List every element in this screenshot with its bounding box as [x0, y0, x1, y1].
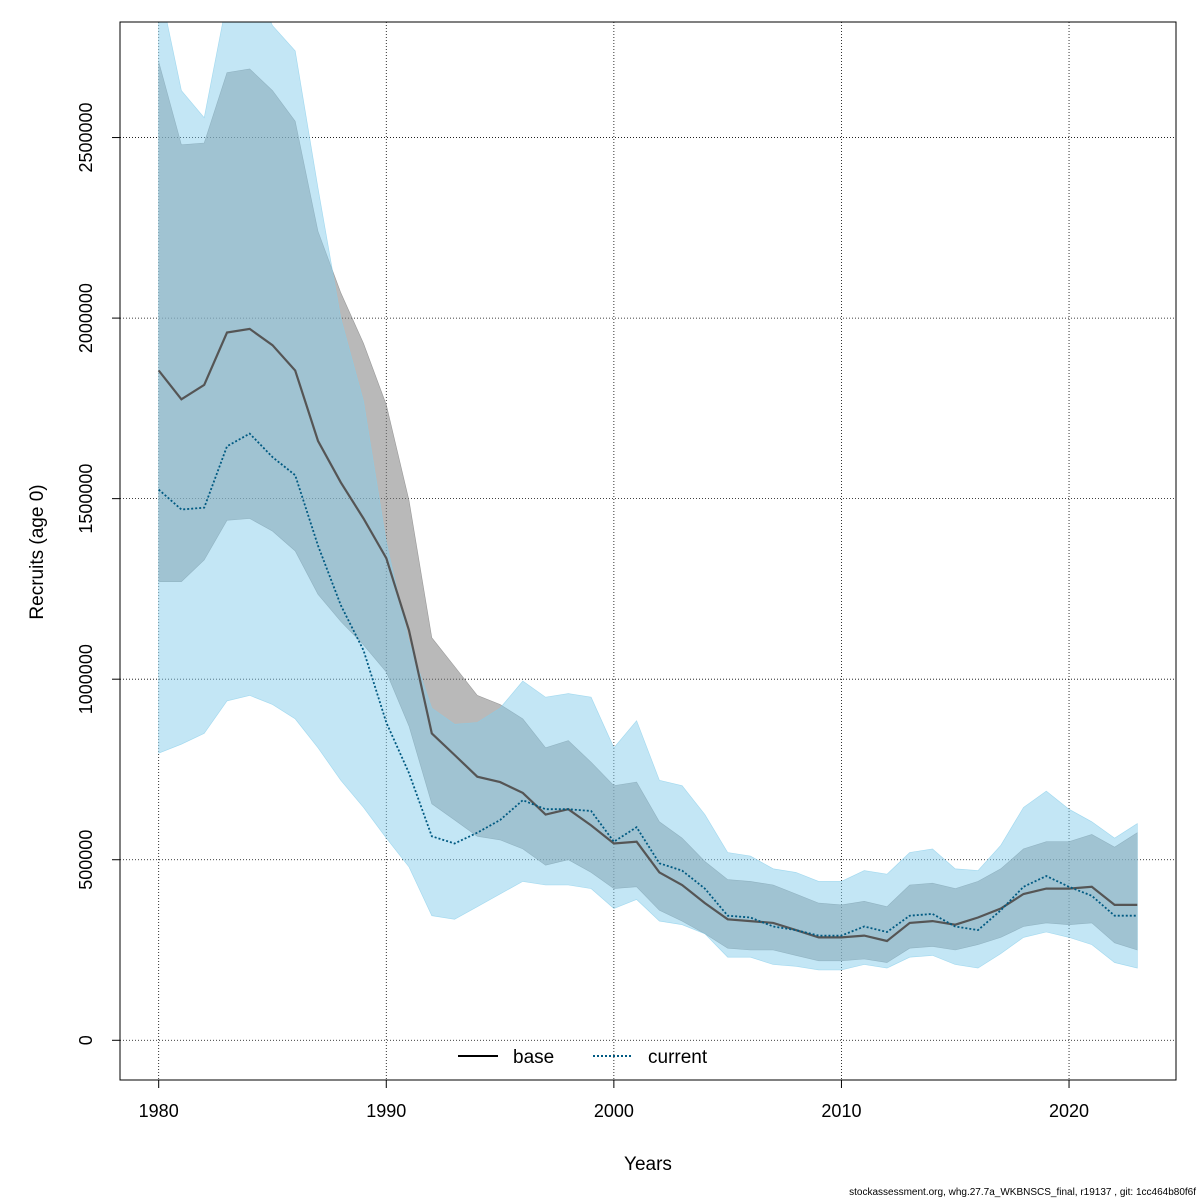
x-axis-title: Years [624, 1154, 672, 1175]
y-tick-label-1000000: 1000000 [76, 644, 96, 714]
series-lines [157, 327, 1138, 943]
legend-label-current: current [648, 1047, 708, 1068]
line-base [157, 327, 1138, 943]
x-tick-label-2010: 2010 [821, 1101, 861, 1121]
y-tick-label-0: 0 [76, 1035, 96, 1045]
line-current [158, 432, 1138, 937]
y-axis-title: Recruits (age 0) [27, 484, 48, 619]
y-tick-label-2000000: 2000000 [76, 283, 96, 353]
band-current [158, 22, 1138, 971]
y-tick-label-2500000: 2500000 [76, 102, 96, 172]
x-tick-label-1990: 1990 [366, 1101, 406, 1121]
x-tick-label-2020: 2020 [1049, 1101, 1089, 1121]
legend-label-base: base [513, 1047, 554, 1068]
x-axis: 1980 1990 2000 2010 2020 [139, 1079, 1089, 1121]
y-tick-label-1500000: 1500000 [76, 464, 96, 534]
x-tick-label-2000: 2000 [594, 1101, 634, 1121]
x-tick-label-1980: 1980 [139, 1101, 179, 1121]
y-axis: 0 500000 1000000 1500000 2000000 2500000 [76, 102, 121, 1045]
footer-text: stockassessment.org, whg.27.7a_WKBNSCS_f… [849, 1187, 1196, 1198]
y-tick-label-500000: 500000 [76, 830, 96, 890]
confidence-bands [158, 22, 1138, 971]
legend: base current [458, 1047, 708, 1068]
